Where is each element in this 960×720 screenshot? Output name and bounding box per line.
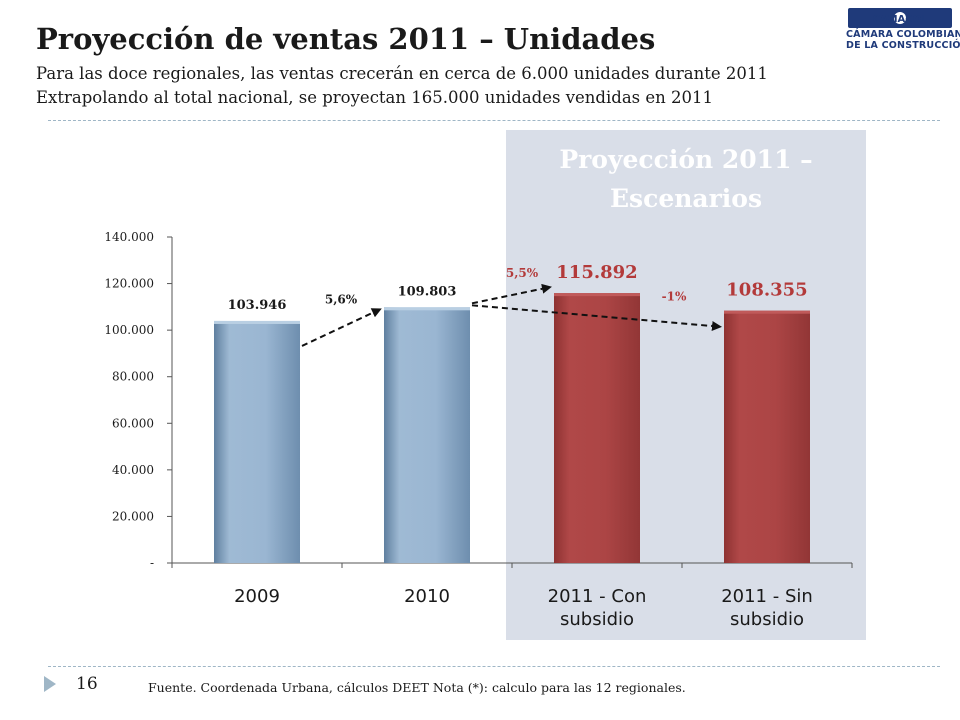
bar-historic (214, 320, 300, 563)
bar-projection (724, 310, 810, 563)
growth-label: 5,6% (325, 292, 358, 306)
bar-value-label: 115.892 (556, 262, 637, 283)
projection-panel-title-line1: Proyección 2011 – (559, 145, 812, 174)
bar-historic (384, 307, 470, 563)
y-tick-label: - (150, 556, 154, 570)
bar-value-label: 109.803 (398, 284, 457, 299)
y-tick-label: 20.000 (112, 509, 154, 523)
logo-text-line2: DE LA CONSTRUCCIÓN (846, 40, 960, 51)
x-category-label: 2011 - Sin (721, 586, 813, 607)
y-tick-label: 60.000 (112, 416, 154, 430)
bar-value-label: 103.946 (228, 298, 287, 313)
growth-label: 5,5% (506, 266, 539, 280)
y-tick-label: 140.000 (104, 230, 154, 244)
bar-projection (554, 293, 640, 563)
growth-arrow (301, 308, 382, 347)
bar-value-label: 108.355 (726, 280, 807, 301)
x-category-label: 2011 - Con (548, 586, 647, 607)
bar-top-highlight (724, 310, 810, 314)
growth-label: -1% (662, 290, 687, 304)
x-category-label: 2009 (234, 586, 280, 607)
x-category-label: subsidio (730, 609, 804, 630)
logo-text-line1: CÁMARA COLOMBIANA (846, 29, 960, 40)
slide-subtitle-line2: Extrapolando al total nacional, se proye… (36, 88, 714, 107)
y-tick-label: 100.000 (104, 323, 154, 337)
y-tick-label: 40.000 (112, 463, 154, 477)
x-category-label: 2010 (404, 586, 450, 607)
growth-arrow (471, 283, 552, 305)
camacol-logo: CAMACOL (848, 8, 952, 28)
bottom-divider (48, 666, 940, 667)
top-divider (48, 120, 940, 121)
bullet-arrow-icon (44, 676, 56, 692)
growth-arrow (471, 304, 722, 331)
y-tick-label: 80.000 (112, 370, 154, 384)
y-tick-label: 120.000 (104, 277, 154, 291)
source-footnote: Fuente. Coordenada Urbana, cálculos DEET… (148, 680, 686, 695)
slide-subtitle-line1: Para las doce regionales, las ventas cre… (36, 64, 768, 83)
bar-top-highlight (554, 293, 640, 297)
slide-title: Proyección de ventas 2011 – Unidades (36, 22, 656, 56)
logo-brand: CAMACOL (873, 14, 929, 25)
bar-top-highlight (384, 307, 470, 311)
x-category-label: subsidio (560, 609, 634, 630)
bar-top-highlight (214, 320, 300, 324)
page-number: 16 (76, 674, 98, 694)
logo-mark (894, 12, 906, 24)
projection-panel-title-line2: Escenarios (610, 184, 762, 213)
